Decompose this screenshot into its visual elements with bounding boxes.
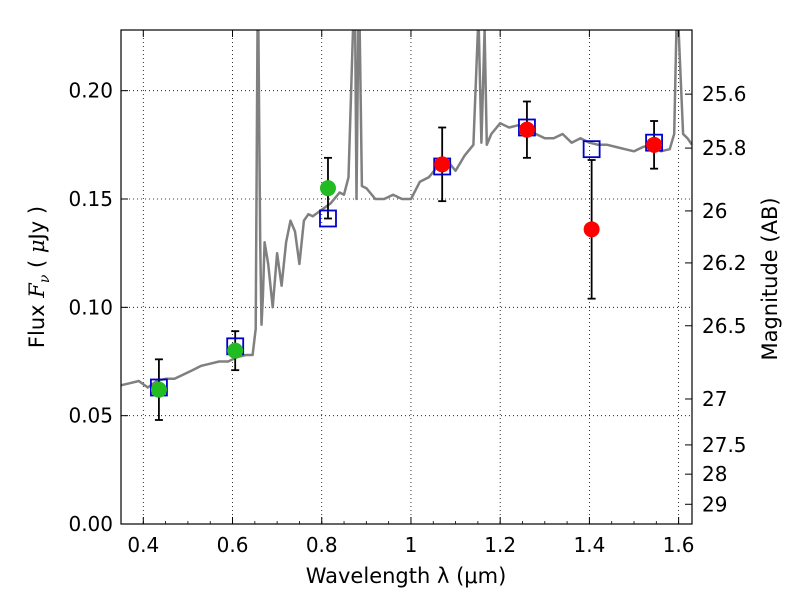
right-tick-label: 28 [702,462,727,486]
observed-photometry-series [150,121,663,398]
y-axis-right: 25.6 25.8 26 26.2 26.5 27 27.5 28 29 [685,82,747,516]
y-tick-label: 0.15 [68,187,113,211]
observed-point [434,156,451,173]
x-tick-label: 1.6 [663,533,695,557]
observed-point [227,342,244,359]
x-tick-label: 1.4 [573,533,605,557]
plot-frame [120,29,693,525]
observed-point [150,381,167,398]
spectrum-line [121,30,692,389]
model-square [319,209,337,228]
observed-point [518,121,535,138]
spectrum-series [121,30,692,389]
y-axis-label-right: Magnitude (AB) [758,197,782,360]
right-tick-label: 27 [702,387,727,411]
error-bars [154,100,659,421]
y-axis-label-left: Flux Fν ( μJy ) [25,206,53,348]
x-tick-label: 0.6 [217,533,249,557]
x-tick-label: 0.8 [306,533,338,557]
y-tick-label: 0.10 [68,295,113,319]
right-tick-label: 26.2 [702,251,747,275]
y-axis-left: 0.00 0.05 0.10 0.15 0.20 [68,79,128,536]
right-tick-label: 29 [702,492,727,516]
right-tick-label: 26.5 [702,314,747,338]
right-tick-label: 25.6 [702,82,747,106]
right-tick-label: 26 [702,199,727,223]
right-tick-label: 25.8 [702,136,747,160]
x-tick-label: 0.4 [127,533,159,557]
grid-lines [121,30,692,525]
x-axis: 0.4 0.6 0.8 1 1.2 1.4 1.6 [127,30,695,557]
observed-point [646,136,663,153]
model-photometry-series [150,118,663,397]
y-tick-label: 0.05 [68,404,113,428]
x-axis-label: Wavelength λ (μm) [306,564,507,588]
x-tick-label: 1 [405,533,418,557]
x-tick-label: 1.2 [484,533,516,557]
y-tick-label: 0.20 [68,79,113,103]
observed-point [319,180,336,197]
model-square [582,140,601,159]
y-tick-label: 0.00 [68,512,113,536]
observed-point [583,221,600,238]
right-tick-label: 27.5 [702,433,747,457]
